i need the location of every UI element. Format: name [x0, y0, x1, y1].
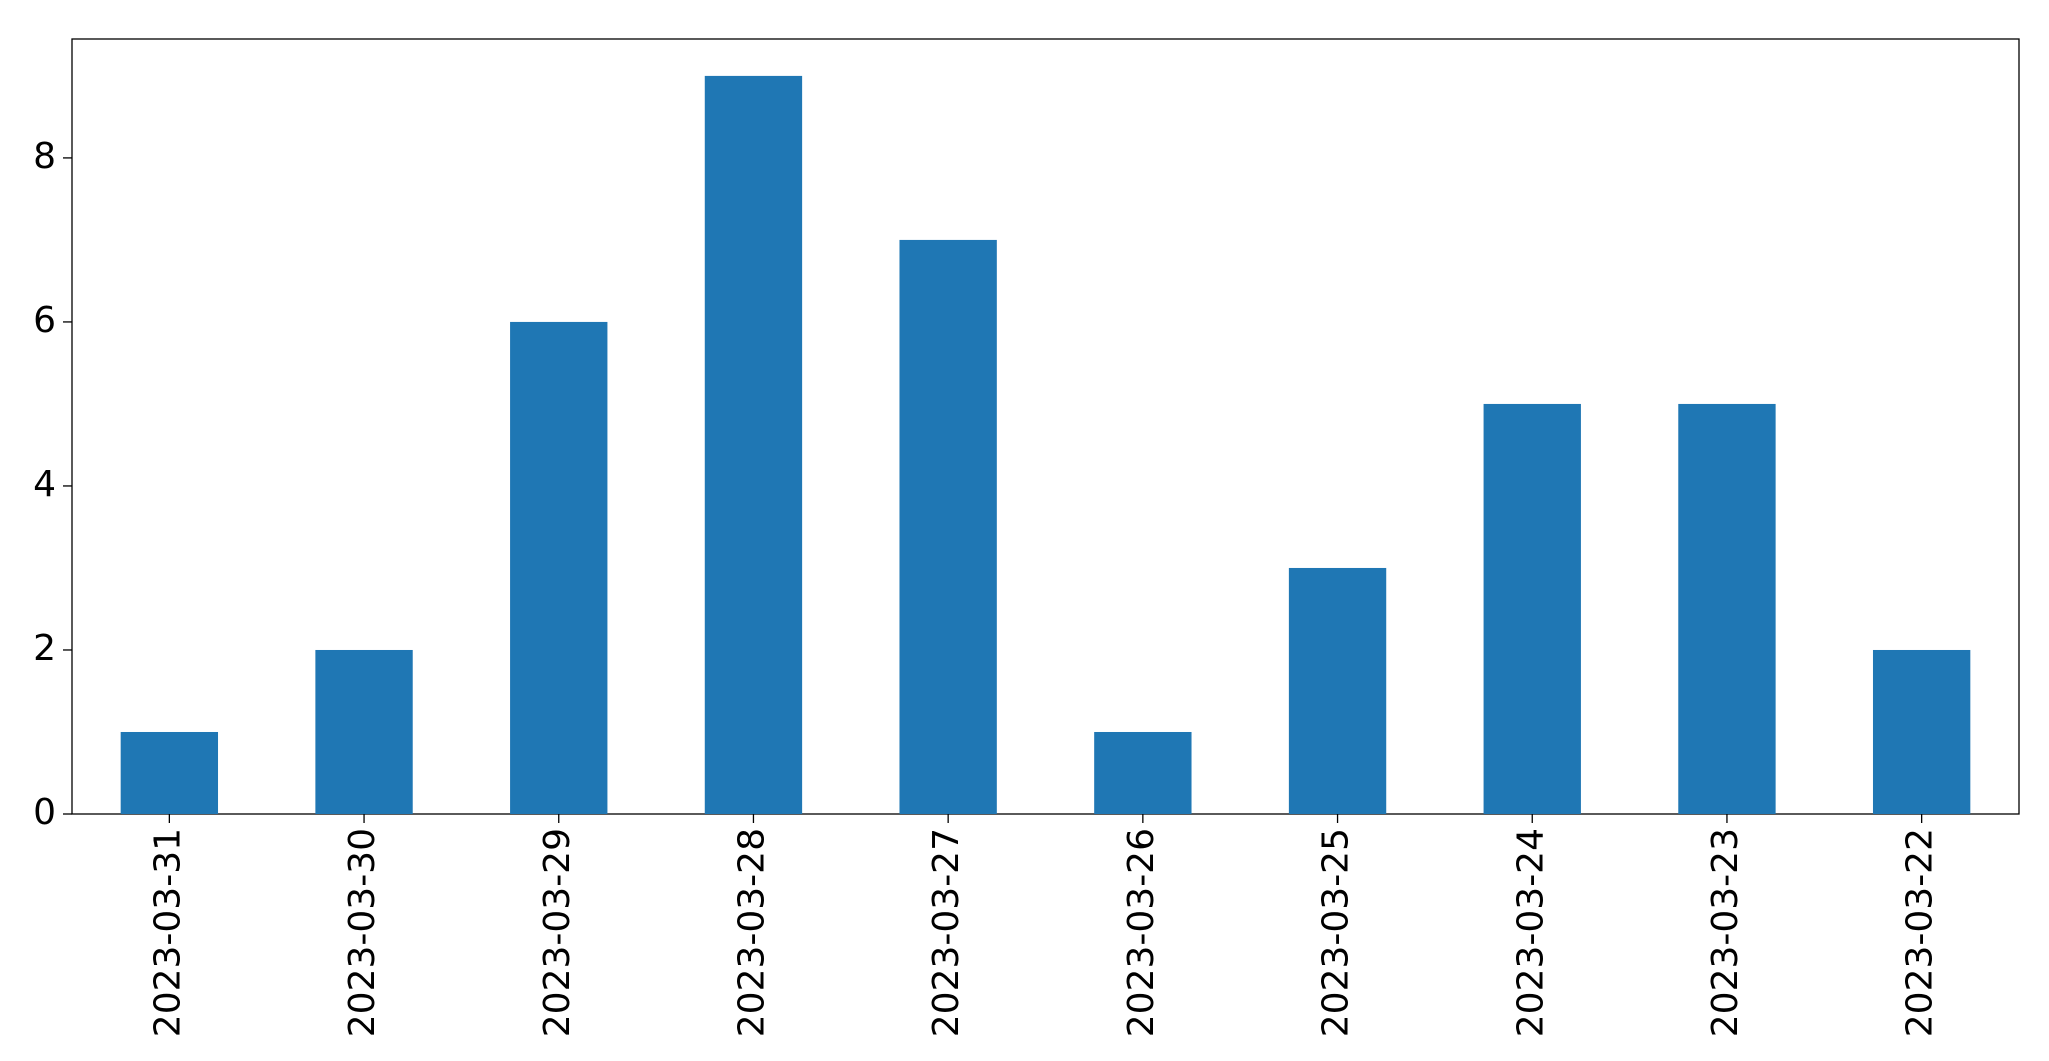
bar: [899, 239, 997, 815]
bar: [1678, 403, 1776, 814]
y-tick-label: 4: [33, 464, 56, 505]
y-tick-label: 2: [33, 628, 56, 669]
x-tick-label: 2023-03-26: [1121, 828, 1162, 1037]
bar: [704, 75, 803, 814]
bar: [1483, 403, 1581, 814]
y-tick-label: 6: [33, 300, 56, 341]
y-tick-label: 8: [33, 136, 56, 177]
x-tick-label: 2023-03-24: [1510, 828, 1551, 1037]
bar: [1094, 731, 1192, 814]
x-tick-label: 2023-03-22: [1900, 828, 1941, 1037]
x-tick-label: 2023-03-28: [731, 828, 772, 1037]
x-tick-label: 2023-03-30: [342, 828, 383, 1037]
bar: [510, 321, 608, 814]
x-tick-label: 2023-03-27: [926, 828, 967, 1037]
x-tick-label: 2023-03-23: [1705, 828, 1746, 1037]
bar: [120, 731, 219, 814]
y-tick-label: 0: [33, 792, 56, 833]
bar: [1872, 649, 1971, 814]
x-tick-label: 2023-03-31: [147, 828, 188, 1037]
bar: [1288, 567, 1387, 814]
x-tick-label: 2023-03-25: [1316, 828, 1357, 1037]
bar: [315, 649, 413, 814]
x-tick-label: 2023-03-29: [537, 828, 578, 1037]
plot-frame: [71, 38, 2020, 815]
